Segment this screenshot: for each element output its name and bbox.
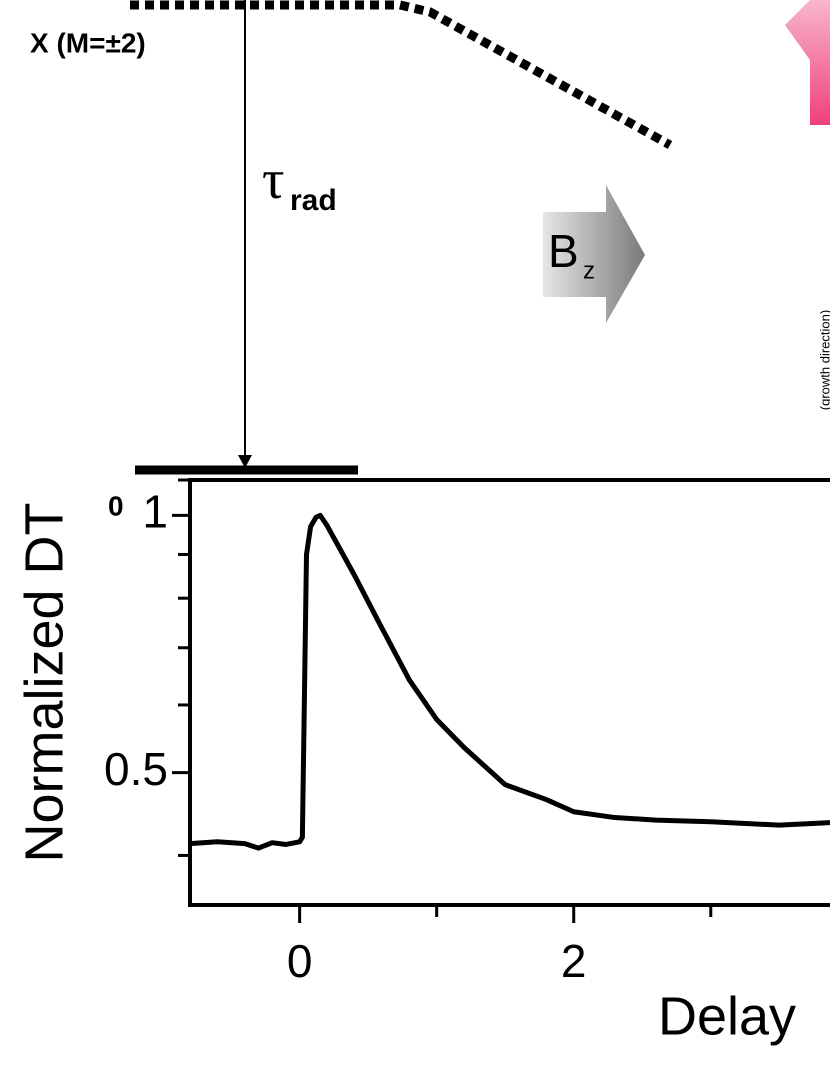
x-tick-label: 0 [287,935,313,987]
level-diagram: X (M=±2) τ rad 0 B z (growth direction) [30,0,830,521]
tau: τ [262,149,285,211]
field-arrow [543,185,645,323]
state-label: X (M=±2) [30,27,146,58]
y-axis-label: Normalized DT [14,502,74,862]
field-sub: z [583,257,595,284]
pink-arrow [785,0,830,125]
plot-frame [188,478,830,907]
y-tick-label: 0.5 [104,743,168,795]
y-tick-label: 1 [142,486,168,538]
field-label: B [548,225,579,277]
tau-sub: rad [290,184,337,217]
arrow-head [238,455,252,468]
data-line [189,512,830,851]
ground-label: 0 [108,490,124,521]
x-tick-label: 2 [561,935,587,987]
dark-state-level [130,0,673,149]
side-note: (growth direction) [817,310,830,410]
x-axis-label: Delay [658,986,796,1046]
